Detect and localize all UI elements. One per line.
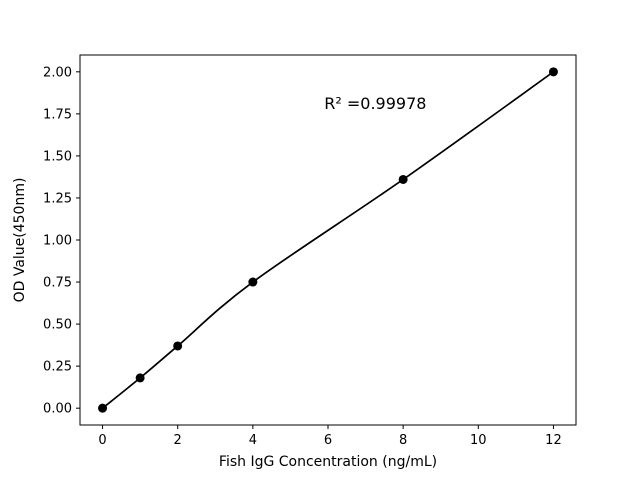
data-point	[98, 403, 108, 413]
data-point	[248, 277, 258, 287]
x-tick-label: 0	[98, 433, 106, 448]
y-tick-label: 1.75	[43, 107, 72, 122]
y-tick-label: 0.25	[43, 360, 72, 375]
x-tick-label: 6	[324, 433, 332, 448]
x-tick-label: 8	[399, 433, 407, 448]
x-tick-label: 4	[249, 433, 257, 448]
x-tick-label: 10	[470, 433, 487, 448]
fit-line	[102, 71, 554, 409]
r-squared-annotation: R² =0.99978	[324, 94, 426, 113]
data-point	[548, 67, 558, 77]
y-tick-label: 0.75	[43, 276, 72, 291]
y-tick-label: 0.00	[43, 402, 72, 417]
data-point	[173, 341, 183, 351]
y-tick-label: 0.50	[43, 318, 72, 333]
data-point	[135, 373, 145, 383]
x-tick-label: 12	[545, 433, 562, 448]
y-axis-label: OD Value(450nm)	[12, 178, 28, 303]
y-tick-label: 1.50	[43, 149, 72, 164]
data-point	[398, 174, 408, 184]
x-axis-label: Fish IgG Concentration (ng/mL)	[219, 454, 437, 470]
y-tick-label: 2.00	[43, 65, 72, 80]
y-tick-label: 1.25	[43, 191, 72, 206]
x-tick-label: 2	[174, 433, 182, 448]
y-tick-label: 1.00	[43, 234, 72, 249]
